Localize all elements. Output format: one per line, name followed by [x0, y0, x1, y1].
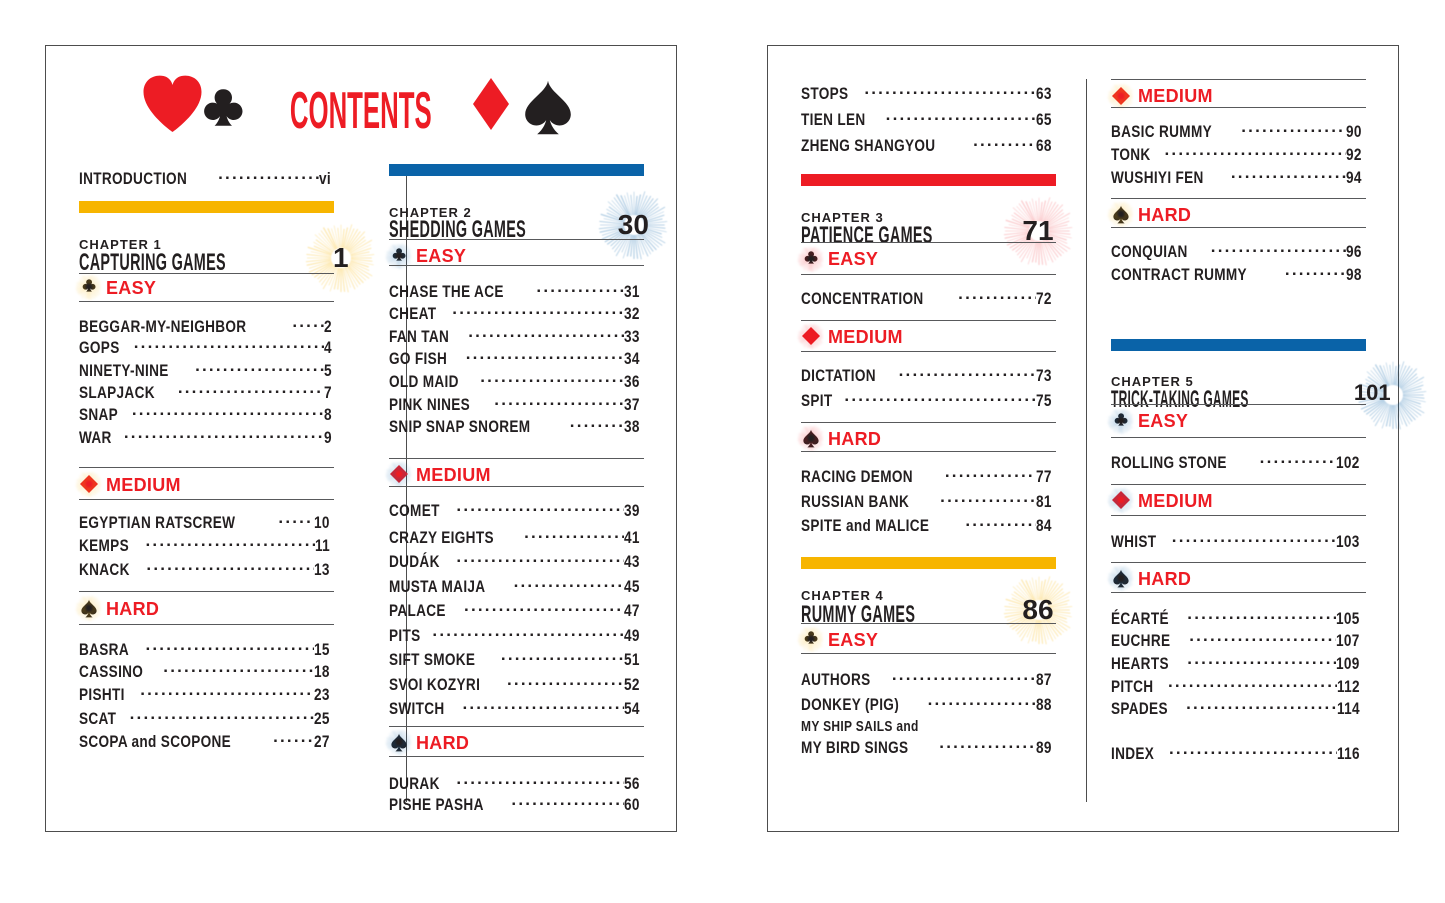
svg-text:CONTENTS: CONTENTS	[290, 82, 432, 139]
